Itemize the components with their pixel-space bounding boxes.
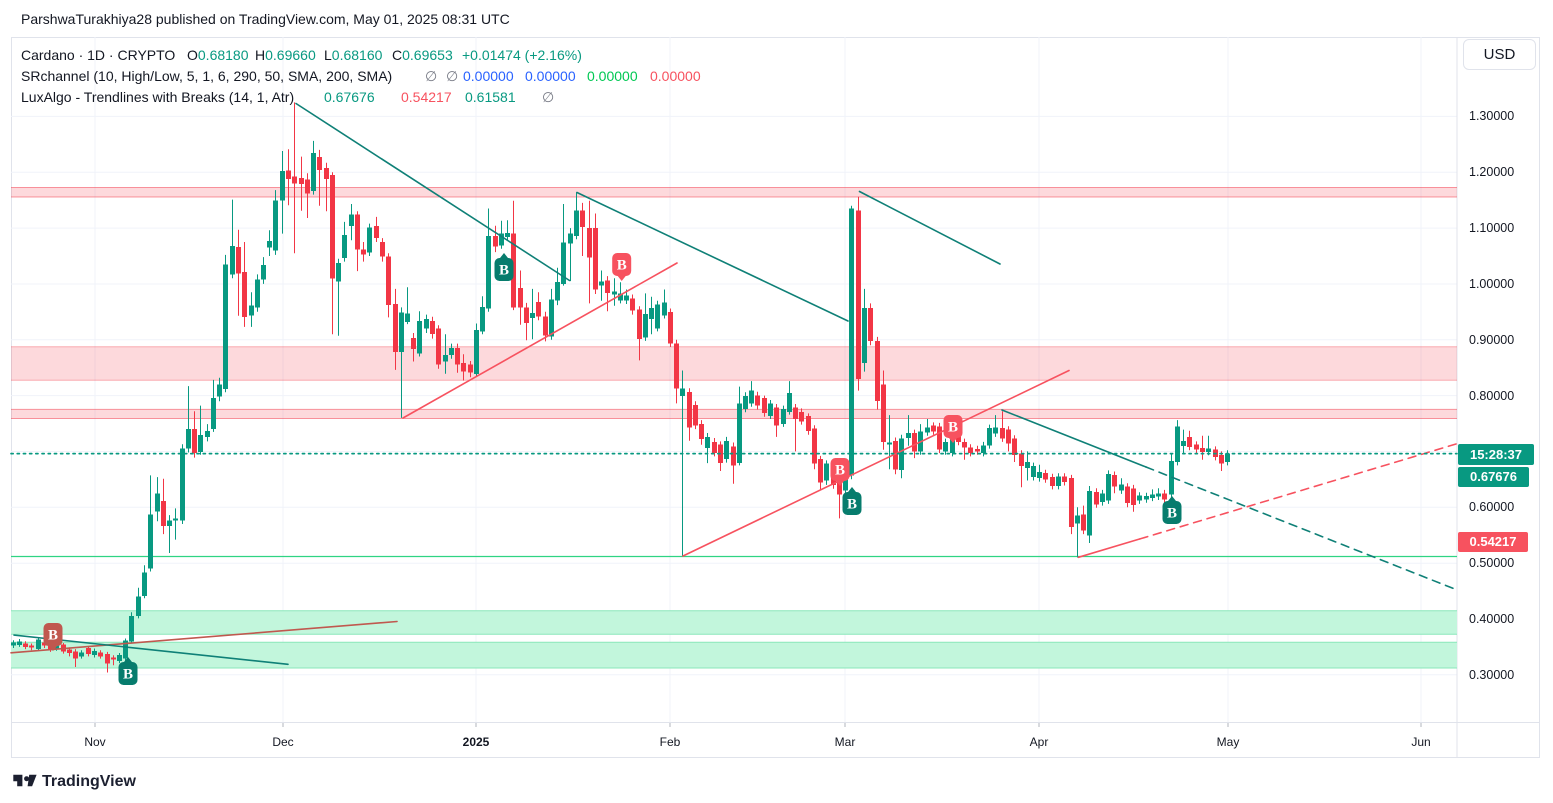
svg-text:B: B bbox=[48, 628, 58, 644]
svg-text:B: B bbox=[948, 420, 958, 436]
svg-text:B: B bbox=[617, 258, 627, 274]
svg-text:B: B bbox=[499, 263, 509, 279]
svg-text:B: B bbox=[847, 497, 857, 513]
svg-text:B: B bbox=[835, 463, 845, 479]
svg-text:B: B bbox=[123, 667, 133, 683]
svg-text:B: B bbox=[1167, 506, 1177, 522]
